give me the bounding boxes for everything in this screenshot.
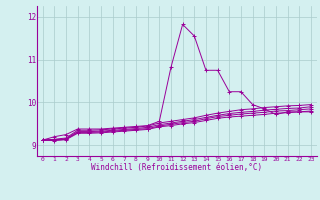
X-axis label: Windchill (Refroidissement éolien,°C): Windchill (Refroidissement éolien,°C) (91, 163, 262, 172)
